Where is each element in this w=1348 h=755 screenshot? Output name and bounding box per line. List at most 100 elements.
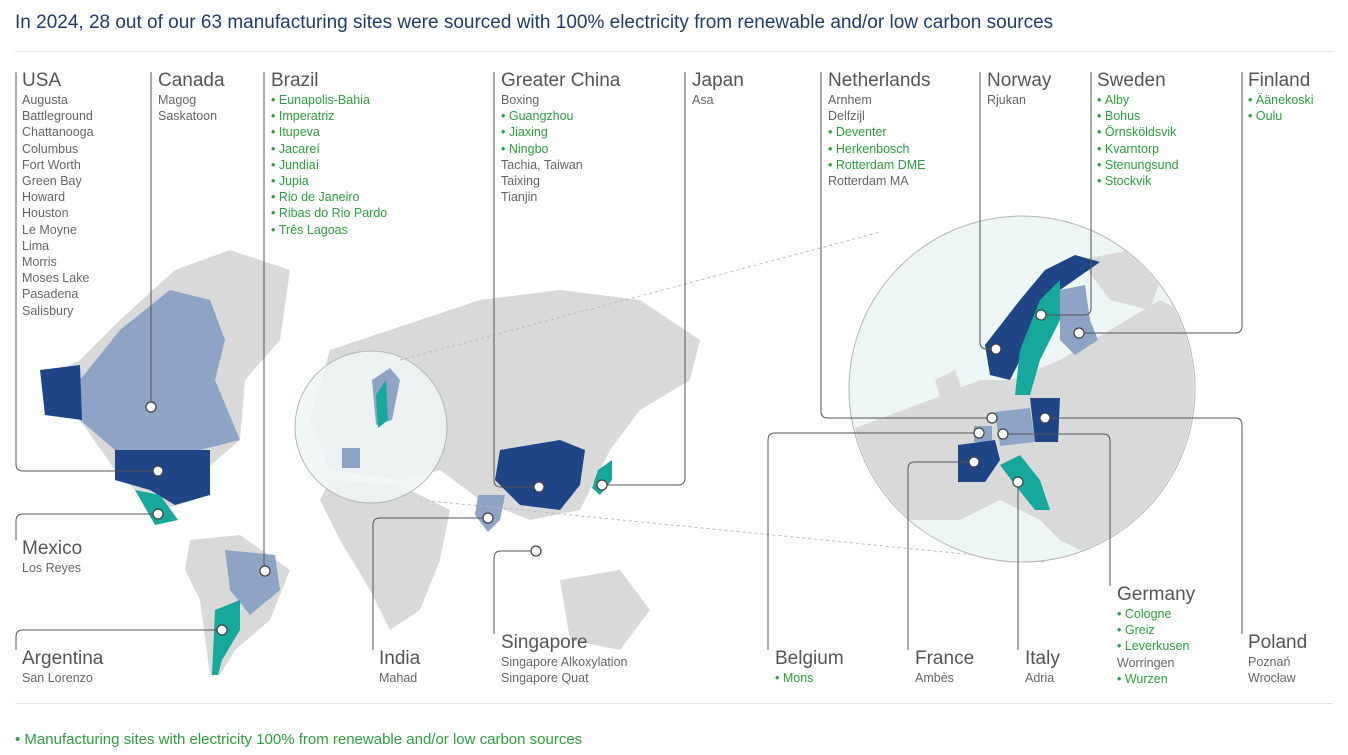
site: Morris bbox=[22, 255, 57, 270]
site: Le Moyne bbox=[22, 222, 77, 237]
site: Äänekoski bbox=[1248, 92, 1314, 108]
site: Ribas do Rio Pardo bbox=[271, 205, 387, 221]
country-name: Netherlands bbox=[828, 70, 931, 91]
site: Los Reyes bbox=[22, 561, 82, 575]
site: Lima bbox=[22, 238, 50, 253]
zoom-line bbox=[419, 499, 1046, 563]
country: India Mahad bbox=[379, 648, 420, 686]
site: Rjukan bbox=[987, 93, 1026, 107]
country: GermanyCologneGreizLeverkusenWorringenWu… bbox=[1117, 584, 1195, 687]
argentina bbox=[212, 600, 240, 675]
site: Mons bbox=[775, 670, 844, 686]
site: Columbus bbox=[22, 141, 79, 156]
country: Greater China BoxingGuangzhouJiaxingNingb… bbox=[501, 70, 620, 205]
site: Asa bbox=[692, 93, 714, 107]
site: Rio de Janeiro bbox=[271, 189, 387, 205]
site: Augusta bbox=[22, 93, 68, 107]
country-name: Canada bbox=[158, 70, 225, 91]
site: Singapore Alkoxylation bbox=[501, 655, 628, 669]
country-name: USA bbox=[22, 70, 62, 91]
country: Argentina San Lorenzo bbox=[22, 648, 103, 686]
country: BrazilEunapolis-BahiaImperatrizItupevaJa… bbox=[271, 70, 387, 238]
site: Itupeva bbox=[271, 124, 387, 140]
connectors bbox=[15, 72, 1243, 650]
country-name: Italy bbox=[1025, 648, 1060, 669]
site: Wurzen bbox=[1117, 671, 1195, 687]
legend: Manufacturing sites with electricity 100… bbox=[15, 731, 582, 748]
site: Arnhem bbox=[828, 93, 872, 107]
country: France Ambès bbox=[915, 648, 974, 686]
site: Leverkusen bbox=[1117, 638, 1195, 654]
country-name: Singapore bbox=[501, 632, 588, 653]
site: Rotterdam DME bbox=[828, 157, 930, 173]
country-name: Finland bbox=[1248, 70, 1311, 91]
small-france bbox=[342, 448, 360, 468]
site: Kvarntorp bbox=[1097, 141, 1179, 157]
site: Houston bbox=[22, 206, 69, 221]
country-name: France bbox=[915, 648, 975, 669]
site: Mahad bbox=[379, 671, 418, 685]
zoom-line bbox=[399, 231, 881, 361]
country-name: Norway bbox=[987, 70, 1052, 91]
site: Adria bbox=[1025, 671, 1055, 685]
title: In 2024, 28 out of our 63 manufacturing … bbox=[15, 12, 1054, 33]
country-name: Brazil bbox=[271, 70, 319, 91]
country: USA Augusta Battleground Chattanooga Columbu… bbox=[22, 70, 94, 319]
usa bbox=[115, 450, 210, 505]
country: Norway Rjukan bbox=[987, 70, 1051, 108]
country: Mexico Los Reyes bbox=[22, 538, 82, 576]
site: Chattanooga bbox=[22, 125, 94, 140]
site: Guangzhou bbox=[501, 108, 620, 124]
site: Jiaxing bbox=[501, 124, 620, 140]
site: Stockvik bbox=[1097, 173, 1179, 189]
site: Pasadena bbox=[22, 287, 79, 302]
site: Ambès bbox=[915, 671, 954, 685]
country-name: Mexico bbox=[22, 538, 83, 559]
country-name: Germany bbox=[1117, 584, 1196, 605]
zoom-source bbox=[294, 350, 448, 504]
country: Japan Asa bbox=[692, 70, 744, 108]
canada bbox=[80, 290, 240, 450]
divider bbox=[15, 51, 1333, 52]
site: Herkenbosch bbox=[828, 141, 930, 157]
alaska bbox=[40, 365, 82, 420]
country-name: Argentina bbox=[22, 648, 104, 669]
country-name: Sweden bbox=[1097, 70, 1166, 91]
country-name: Belgium bbox=[775, 648, 844, 669]
site: Imperatriz bbox=[271, 108, 387, 124]
site: Singapore Quat bbox=[501, 671, 589, 686]
site: Jacareí bbox=[271, 141, 387, 157]
country: Italy Adria bbox=[1025, 648, 1060, 686]
country-name: India bbox=[379, 648, 421, 669]
site: Eunapolis-Bahia bbox=[271, 92, 387, 108]
site: Ningbo bbox=[501, 141, 620, 157]
site: Oulu bbox=[1248, 108, 1314, 124]
site: Salisbury bbox=[22, 303, 74, 318]
site: Cologne bbox=[1117, 606, 1195, 622]
china bbox=[495, 440, 585, 510]
small-sweden bbox=[376, 380, 388, 428]
site: San Lorenzo bbox=[22, 671, 93, 685]
site: Örnsköldsvik bbox=[1097, 124, 1179, 140]
site: Green Bay bbox=[22, 174, 82, 189]
country-name: Japan bbox=[692, 70, 744, 91]
site: Saskatoon bbox=[158, 109, 218, 124]
divider bbox=[15, 703, 1333, 704]
site: Delfzijl bbox=[828, 109, 865, 124]
site: Deventer bbox=[828, 124, 930, 140]
site-markers bbox=[145, 309, 1085, 636]
country-name: Poland bbox=[1248, 632, 1308, 653]
site: Três Lagoas bbox=[271, 222, 387, 238]
site: Jupia bbox=[271, 173, 387, 189]
site: Tianjin bbox=[501, 190, 538, 205]
site: Taixing bbox=[501, 174, 540, 189]
site: Poznań bbox=[1248, 655, 1291, 669]
site: Alby bbox=[1097, 92, 1179, 108]
site: Stenungsund bbox=[1097, 157, 1179, 173]
site: Howard bbox=[22, 190, 66, 205]
country: Canada Magog Saskatoon bbox=[158, 70, 225, 124]
site: Fort Worth bbox=[22, 157, 81, 172]
mexico bbox=[135, 490, 178, 525]
site: Moses Lake bbox=[22, 271, 90, 286]
